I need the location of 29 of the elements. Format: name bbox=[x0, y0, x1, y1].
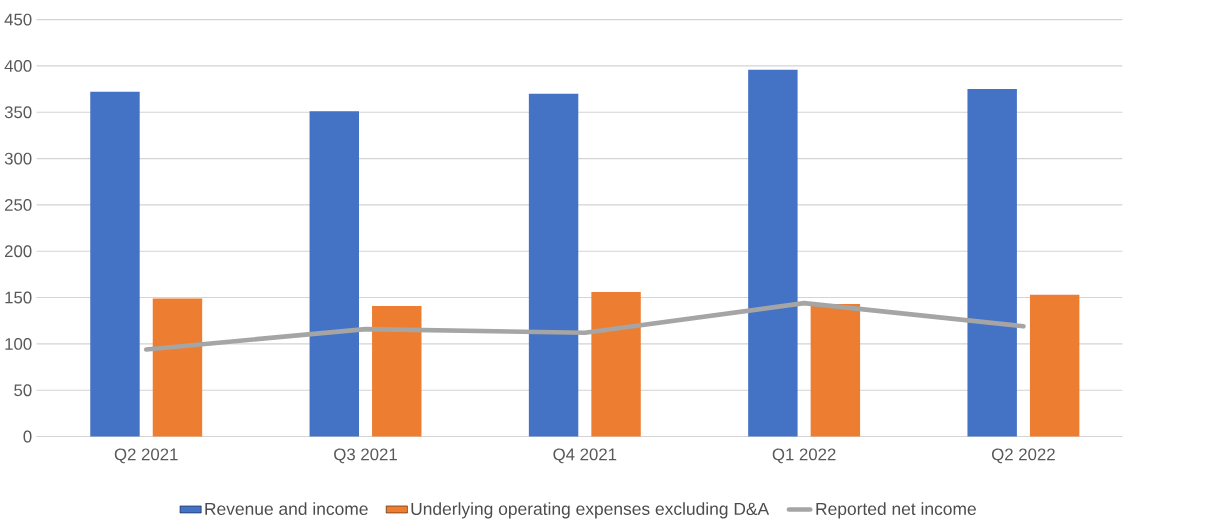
bar bbox=[810, 304, 861, 437]
bar bbox=[372, 305, 422, 437]
y-tick-label: 100 bbox=[5, 337, 32, 350]
x-tick-label: Q2 2022 bbox=[992, 448, 1055, 464]
x-tick-label: Q4 2021 bbox=[553, 448, 617, 464]
bar bbox=[90, 91, 140, 437]
y-tick-label: 250 bbox=[5, 198, 32, 211]
x-tick-label: Q3 2021 bbox=[334, 448, 397, 464]
y-tick-label: 450 bbox=[4, 13, 32, 26]
y-tick-label: 0 bbox=[23, 430, 32, 443]
legend-label: Reported net income bbox=[816, 502, 976, 519]
bar bbox=[748, 69, 798, 437]
y-tick-label: 200 bbox=[5, 245, 32, 258]
bar bbox=[1029, 294, 1080, 437]
y-tick-label: 150 bbox=[5, 291, 32, 304]
legend-label: Revenue and income bbox=[205, 502, 368, 516]
bar bbox=[309, 111, 359, 437]
x-tick-label: Q2 2021 bbox=[114, 448, 178, 464]
y-tick-label: 50 bbox=[14, 384, 32, 397]
bar bbox=[528, 93, 579, 437]
bar bbox=[152, 298, 203, 437]
bar bbox=[591, 291, 641, 437]
y-tick-label: 300 bbox=[4, 152, 32, 165]
x-tick-label: Q1 2022 bbox=[772, 448, 836, 464]
y-tick-label: 350 bbox=[4, 106, 32, 119]
bar bbox=[967, 89, 1017, 437]
legend-label: Underlying operating expenses excluding D&A bbox=[411, 502, 770, 519]
y-tick-label: 400 bbox=[4, 59, 32, 72]
line-series bbox=[143, 300, 1026, 352]
